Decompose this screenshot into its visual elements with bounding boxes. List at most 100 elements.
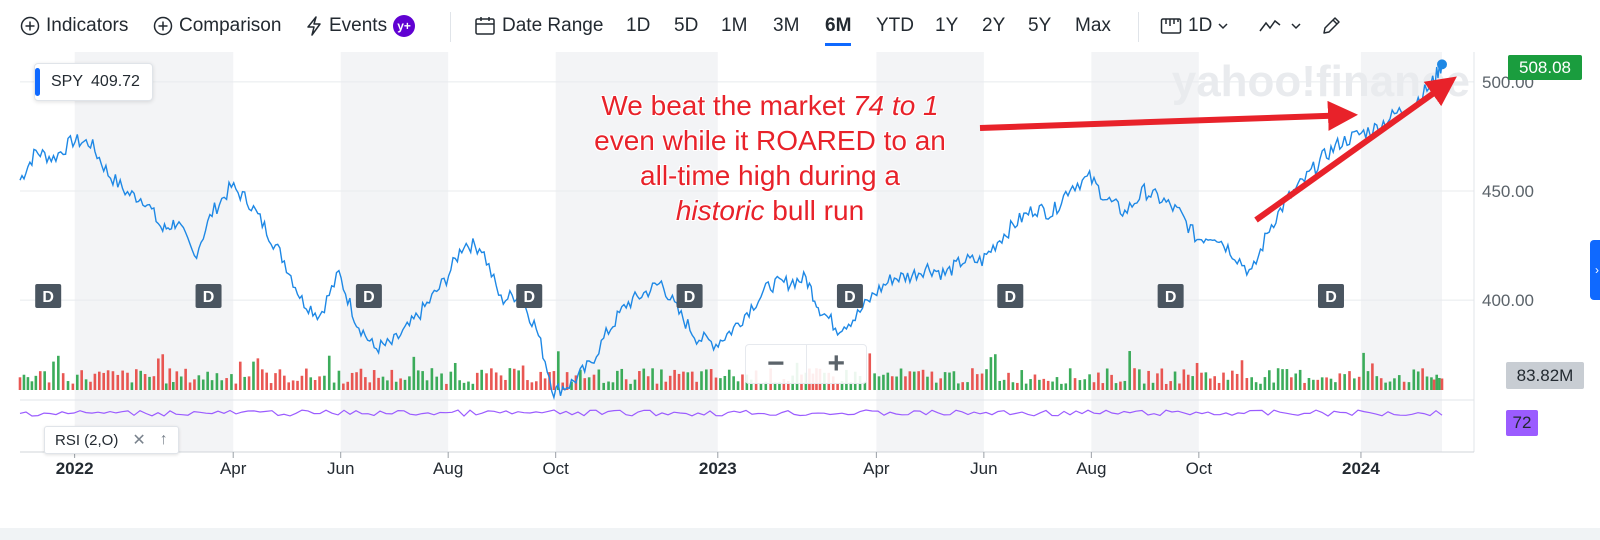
- x-tick-label: 2024: [1342, 459, 1380, 478]
- volume-bar: [1379, 378, 1383, 390]
- range-5y[interactable]: 5Y: [1028, 14, 1051, 38]
- volume-bar: [1343, 374, 1346, 390]
- volume-bar: [381, 376, 385, 390]
- volume-bar: [989, 357, 993, 390]
- volume-bar: [1303, 382, 1306, 390]
- volume-bar: [1064, 383, 1068, 390]
- volume-bar: [543, 378, 547, 390]
- toolbar-divider: [450, 12, 451, 42]
- range-label: 5Y: [1028, 15, 1052, 36]
- interval-selector[interactable]: 1D: [1160, 14, 1235, 38]
- rsi-indicator-tag[interactable]: RSI (2,O) ✕ ↑: [44, 426, 179, 454]
- volume-bar: [1208, 378, 1212, 390]
- volume-bar: [877, 376, 881, 390]
- toolbar-divider: [1138, 12, 1139, 42]
- volume-bar: [260, 369, 264, 390]
- volume-bar: [1200, 372, 1203, 390]
- volume-bar: [1338, 373, 1342, 390]
- events-button[interactable]: Events y+: [305, 14, 416, 38]
- comparison-tag[interactable]: SPY 409.72: [34, 63, 153, 101]
- volume-bar: [611, 382, 615, 390]
- month-band: [876, 52, 984, 452]
- range-5d[interactable]: 5D: [674, 14, 698, 38]
- indicators-button[interactable]: Indicators: [20, 14, 128, 38]
- volume-bar: [323, 375, 326, 390]
- annotation-line: We beat the market: [601, 90, 853, 121]
- range-max[interactable]: Max: [1075, 14, 1111, 38]
- volume-bar: [1151, 382, 1155, 390]
- month-band: [340, 52, 449, 452]
- volume-bar: [430, 368, 434, 390]
- volume-bar: [43, 371, 46, 390]
- dividend-marker: D: [35, 284, 62, 308]
- range-label: 3M: [773, 15, 800, 36]
- range-6m[interactable]: 6M: [825, 14, 852, 46]
- volume-bar: [952, 371, 956, 390]
- range-1d[interactable]: 1D: [626, 14, 650, 38]
- dividend-label: D: [523, 289, 535, 306]
- comparison-value: 409.72: [91, 73, 140, 90]
- volume-bar: [597, 369, 601, 390]
- volume-bar: [1038, 379, 1041, 390]
- volume-bar: [97, 371, 101, 390]
- volume-bar: [300, 375, 304, 390]
- dividend-label: D: [42, 289, 54, 306]
- chart-type-selector[interactable]: [1258, 14, 1308, 38]
- volume-bar: [93, 373, 97, 390]
- volume-bar: [917, 371, 920, 390]
- y-tick-label: 450.00: [1482, 182, 1534, 201]
- volume-bar: [449, 371, 453, 390]
- volume-bar: [570, 381, 573, 390]
- volume-bar: [1240, 360, 1244, 390]
- volume-bar: [526, 380, 529, 390]
- volume-bar: [517, 370, 520, 390]
- range-2y[interactable]: 2Y: [982, 14, 1005, 38]
- volume-bar: [1435, 374, 1439, 390]
- volume-bar: [309, 377, 313, 390]
- volume-bar: [1421, 368, 1424, 390]
- range-label: 1M: [721, 15, 748, 36]
- volume-bar: [1110, 374, 1113, 390]
- range-3m[interactable]: 3M: [773, 14, 799, 38]
- volume-bar: [1397, 375, 1401, 390]
- dividend-label: D: [363, 289, 375, 306]
- volume-bar: [782, 378, 786, 390]
- volume-bar: [1402, 381, 1406, 390]
- volume-bar: [1213, 376, 1216, 390]
- zoom-in-button[interactable]: +: [805, 345, 867, 383]
- date-range-button[interactable]: Date Range: [474, 14, 603, 38]
- comparison-symbol: SPY: [51, 73, 84, 90]
- volume-bar: [377, 377, 380, 390]
- annotation-emphasis: 74 to 1: [852, 90, 939, 121]
- volume-bar: [440, 373, 443, 390]
- range-1y[interactable]: 1Y: [935, 14, 958, 38]
- range-ytd[interactable]: YTD: [876, 14, 914, 38]
- volume-bar: [57, 355, 60, 390]
- arrow-up-icon[interactable]: ↑: [159, 431, 168, 448]
- volume-bar: [332, 382, 336, 390]
- volume-bar: [579, 369, 582, 390]
- dividend-box: [1317, 284, 1344, 308]
- side-panel-toggle[interactable]: ›: [1590, 240, 1600, 300]
- volume-bar: [664, 381, 668, 390]
- volume-bar: [1276, 368, 1280, 390]
- comparison-button[interactable]: Comparison: [153, 14, 281, 38]
- volume-bar: [243, 376, 246, 390]
- volume-bar: [1024, 383, 1028, 390]
- draw-tool-button[interactable]: [1320, 14, 1348, 38]
- volume-bar: [22, 374, 26, 390]
- volume-bar: [873, 373, 876, 390]
- close-icon[interactable]: ✕: [132, 432, 146, 449]
- zoom-out-button[interactable]: −: [766, 347, 785, 380]
- volume-bar: [868, 353, 872, 390]
- volume-bar: [849, 382, 853, 390]
- range-1m[interactable]: 1M: [721, 14, 747, 38]
- volume-bar: [1046, 380, 1050, 390]
- volume-bar: [368, 382, 372, 390]
- volume-bar: [899, 368, 903, 390]
- month-band: [555, 52, 718, 452]
- volume-bar: [732, 376, 735, 390]
- volume-badge: 83.82M: [1506, 362, 1584, 389]
- volume-bar: [215, 373, 219, 390]
